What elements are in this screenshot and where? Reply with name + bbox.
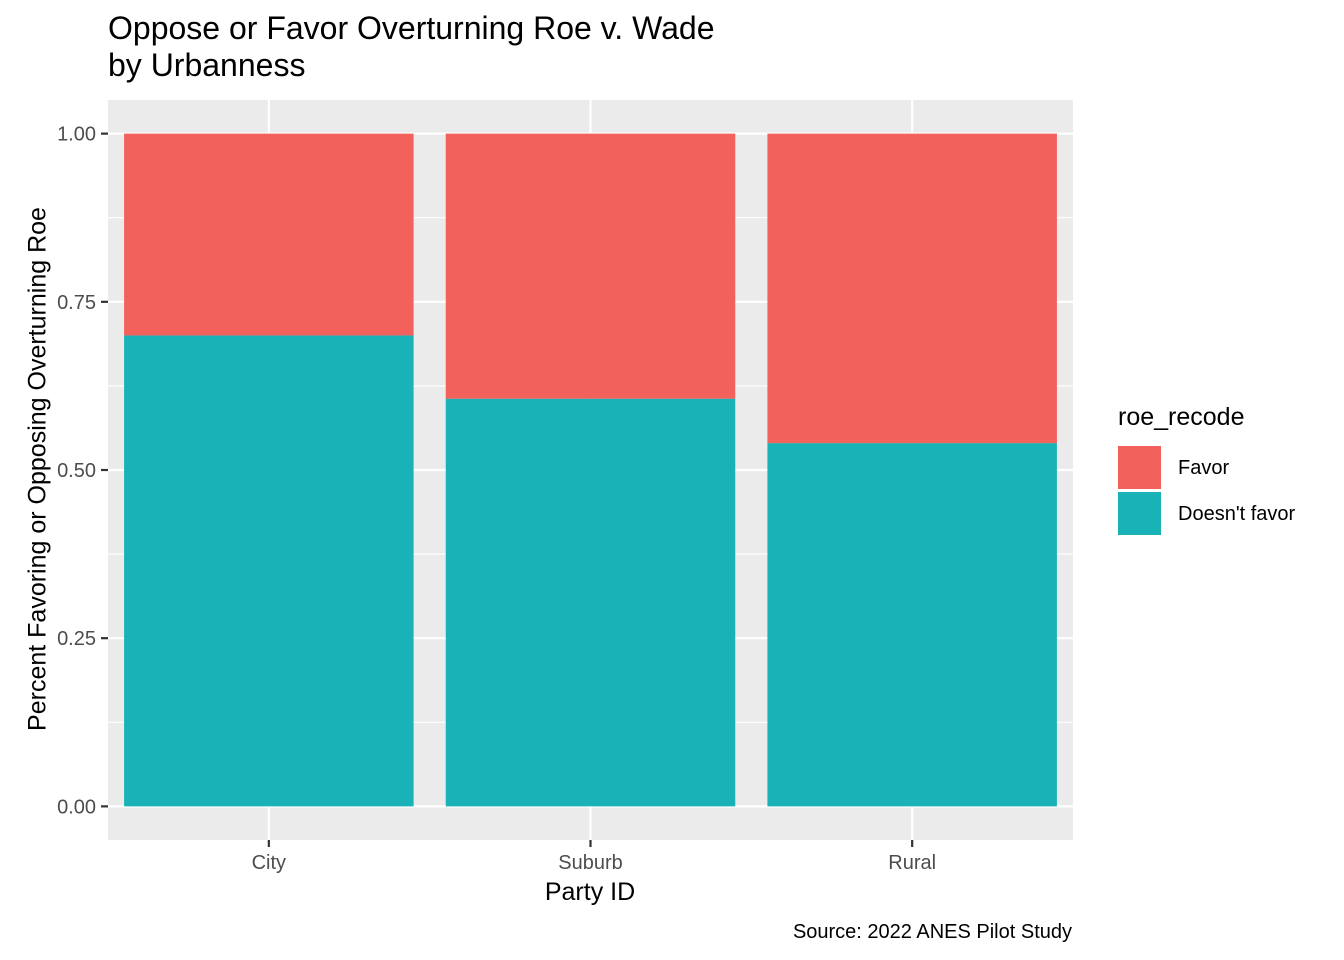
bar-city-favor [124,133,414,336]
x-tick-label: City [252,852,286,874]
bar-suburb-doesn-t-favor [445,398,736,807]
bar-city-doesn-t-favor [124,335,414,807]
y-tick-label: 0.00 [57,796,96,818]
legend-swatch-favor [1118,446,1161,489]
chart-title-line-1: Oppose or Favor Overturning Roe v. Wade [108,10,715,46]
legend-swatch-doesnt-favor [1118,492,1161,535]
legend-title: roe_recode [1118,403,1245,431]
bar-suburb-favor [445,133,736,399]
y-tick-label: 0.75 [57,292,96,314]
y-tick-label: 0.50 [57,460,96,482]
bar-rural-favor [767,133,1057,444]
y-tick-label: 0.25 [57,628,96,650]
x-axis-label: Party ID [544,878,636,906]
chart-title-line-2: by Urbanness [108,47,306,83]
legend-label-favor: Favor [1178,457,1230,479]
bar-rural-doesn-t-favor [767,443,1057,807]
x-tick-label: Rural [888,852,936,874]
y-axis-label: Percent Favoring or Opposing Overturning… [23,207,52,731]
axes: 0.00 0.25 0.50 0.75 1.00 City Suburb Rural [57,124,936,874]
bars [124,133,1057,807]
y-tick-label: 1.00 [57,124,96,146]
chart-caption: Source: 2022 ANES Pilot Study [792,921,1072,943]
x-tick-label: Suburb [558,852,623,874]
legend-label-doesnt-favor: Doesn't favor [1178,503,1296,525]
